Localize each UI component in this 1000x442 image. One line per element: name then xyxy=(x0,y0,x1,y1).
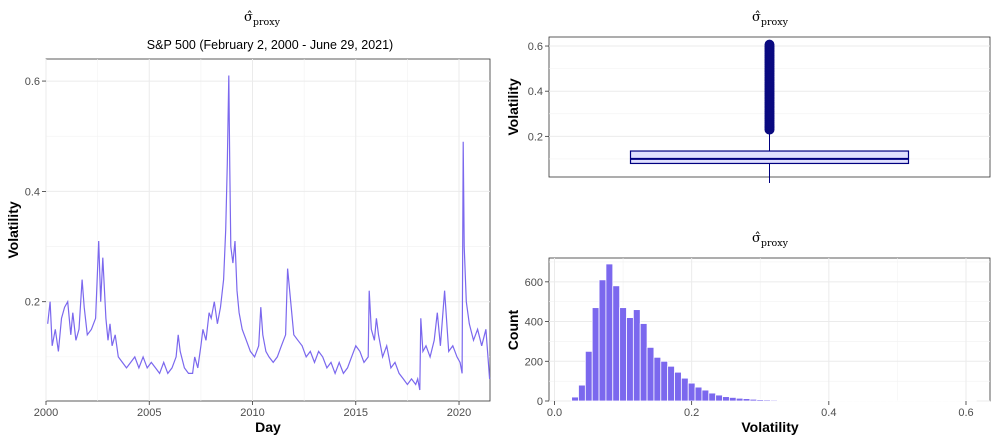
line-title: σ̂proxy xyxy=(244,10,281,28)
hist-y-tick-label: 0 xyxy=(537,396,543,408)
hist-bar xyxy=(632,309,641,402)
line-x-tick-label: 2010 xyxy=(240,407,264,419)
hist-bar xyxy=(804,400,813,402)
hist-x-tick-label: 0.4 xyxy=(821,407,836,419)
hist-bar xyxy=(598,279,607,402)
hist-bar xyxy=(584,350,593,402)
hist-panel: σ̂proxy 0.0 0.2 0.4 0.6 0 200 400 600 Volatilit… xyxy=(505,231,991,435)
hist-x-tick-label: 0.0 xyxy=(547,407,562,419)
line-panel: σ̂proxy S&P 500 (February 2, 2000 - June… xyxy=(5,10,491,435)
line-series xyxy=(47,75,491,391)
line-plot-area xyxy=(45,58,491,402)
hist-bar xyxy=(605,263,614,402)
box-marks xyxy=(629,39,910,183)
hist-bar xyxy=(626,317,634,402)
hist-y-tick-label: 200 xyxy=(525,356,543,368)
hist-xlabel: Volatility xyxy=(741,419,799,435)
hist-bar xyxy=(694,386,703,402)
box-y-tick-label: 0.6 xyxy=(528,41,543,53)
hist-bar xyxy=(667,365,675,402)
hist-bar xyxy=(674,371,682,402)
hist-bar xyxy=(687,382,696,402)
hist-bar xyxy=(797,400,806,402)
hist-bar xyxy=(776,399,785,402)
hist-ylabel: Count xyxy=(505,309,521,350)
hist-bar xyxy=(639,323,648,402)
hist-y-tick-label: 400 xyxy=(525,317,543,329)
line-y-tick-label: 0.4 xyxy=(25,186,40,198)
hist-bar xyxy=(742,398,751,402)
line-x-tick-label: 2000 xyxy=(34,407,58,419)
line-y-tick-label: 0.6 xyxy=(25,76,40,88)
hist-ticks: 0.0 0.2 0.4 0.6 0 200 400 600 xyxy=(525,277,974,419)
hist-bar xyxy=(735,397,744,402)
line-subtitle: S&P 500 (February 2, 2000 - June 29, 202… xyxy=(147,38,393,52)
hist-bar xyxy=(763,399,771,402)
hist-bar xyxy=(619,307,627,402)
hist-bar xyxy=(701,389,710,402)
hist-bar xyxy=(708,392,717,402)
line-x-tick-label: 2005 xyxy=(137,407,161,419)
hist-bar xyxy=(790,400,799,402)
line-ylabel: Volatility xyxy=(5,201,21,259)
box-outlier-point xyxy=(764,39,775,50)
hist-bar xyxy=(653,356,662,402)
hist-bar xyxy=(646,346,655,402)
line-y-tick-label: 0.2 xyxy=(25,297,40,309)
hist-bar xyxy=(591,307,600,402)
hist-x-tick-label: 0.2 xyxy=(684,407,699,419)
line-xlabel: Day xyxy=(255,419,281,435)
hist-bar xyxy=(612,285,621,402)
hist-bar xyxy=(749,398,758,402)
hist-y-tick-label: 600 xyxy=(525,277,543,289)
hist-bar xyxy=(578,384,586,402)
hist-bar xyxy=(859,400,867,402)
line-gridlines xyxy=(45,59,490,401)
box-title: σ̂proxy xyxy=(752,10,789,28)
box-y-tick-label: 0.4 xyxy=(528,86,543,98)
hist-bar xyxy=(722,396,730,402)
hist-bar xyxy=(728,397,737,402)
hist-bar xyxy=(783,399,792,402)
line-x-tick-label: 2020 xyxy=(447,407,471,419)
hist-x-tick-label: 0.6 xyxy=(958,407,973,419)
hist-bar xyxy=(770,399,778,402)
box-y-tick-label: 0.2 xyxy=(528,131,543,143)
hist-bars xyxy=(571,263,977,402)
line-x-tick-label: 2015 xyxy=(344,407,368,419)
box-ticks: 0.2 0.4 0.6 xyxy=(528,41,549,143)
box-panel: σ̂proxy 0.2 0.4 0.6 Volatility xyxy=(505,10,991,183)
hist-bar xyxy=(571,396,579,402)
hist-bar xyxy=(756,399,765,402)
hist-bar xyxy=(715,394,723,402)
hist-title: σ̂proxy xyxy=(752,231,789,249)
hist-bar xyxy=(660,360,669,402)
hist-bar xyxy=(680,377,689,402)
line-ticks: 2000 2005 2010 2015 2020 0.2 0.4 0.6 xyxy=(25,76,472,419)
box-iqr xyxy=(629,150,910,165)
box-ylabel: Volatility xyxy=(505,78,521,136)
